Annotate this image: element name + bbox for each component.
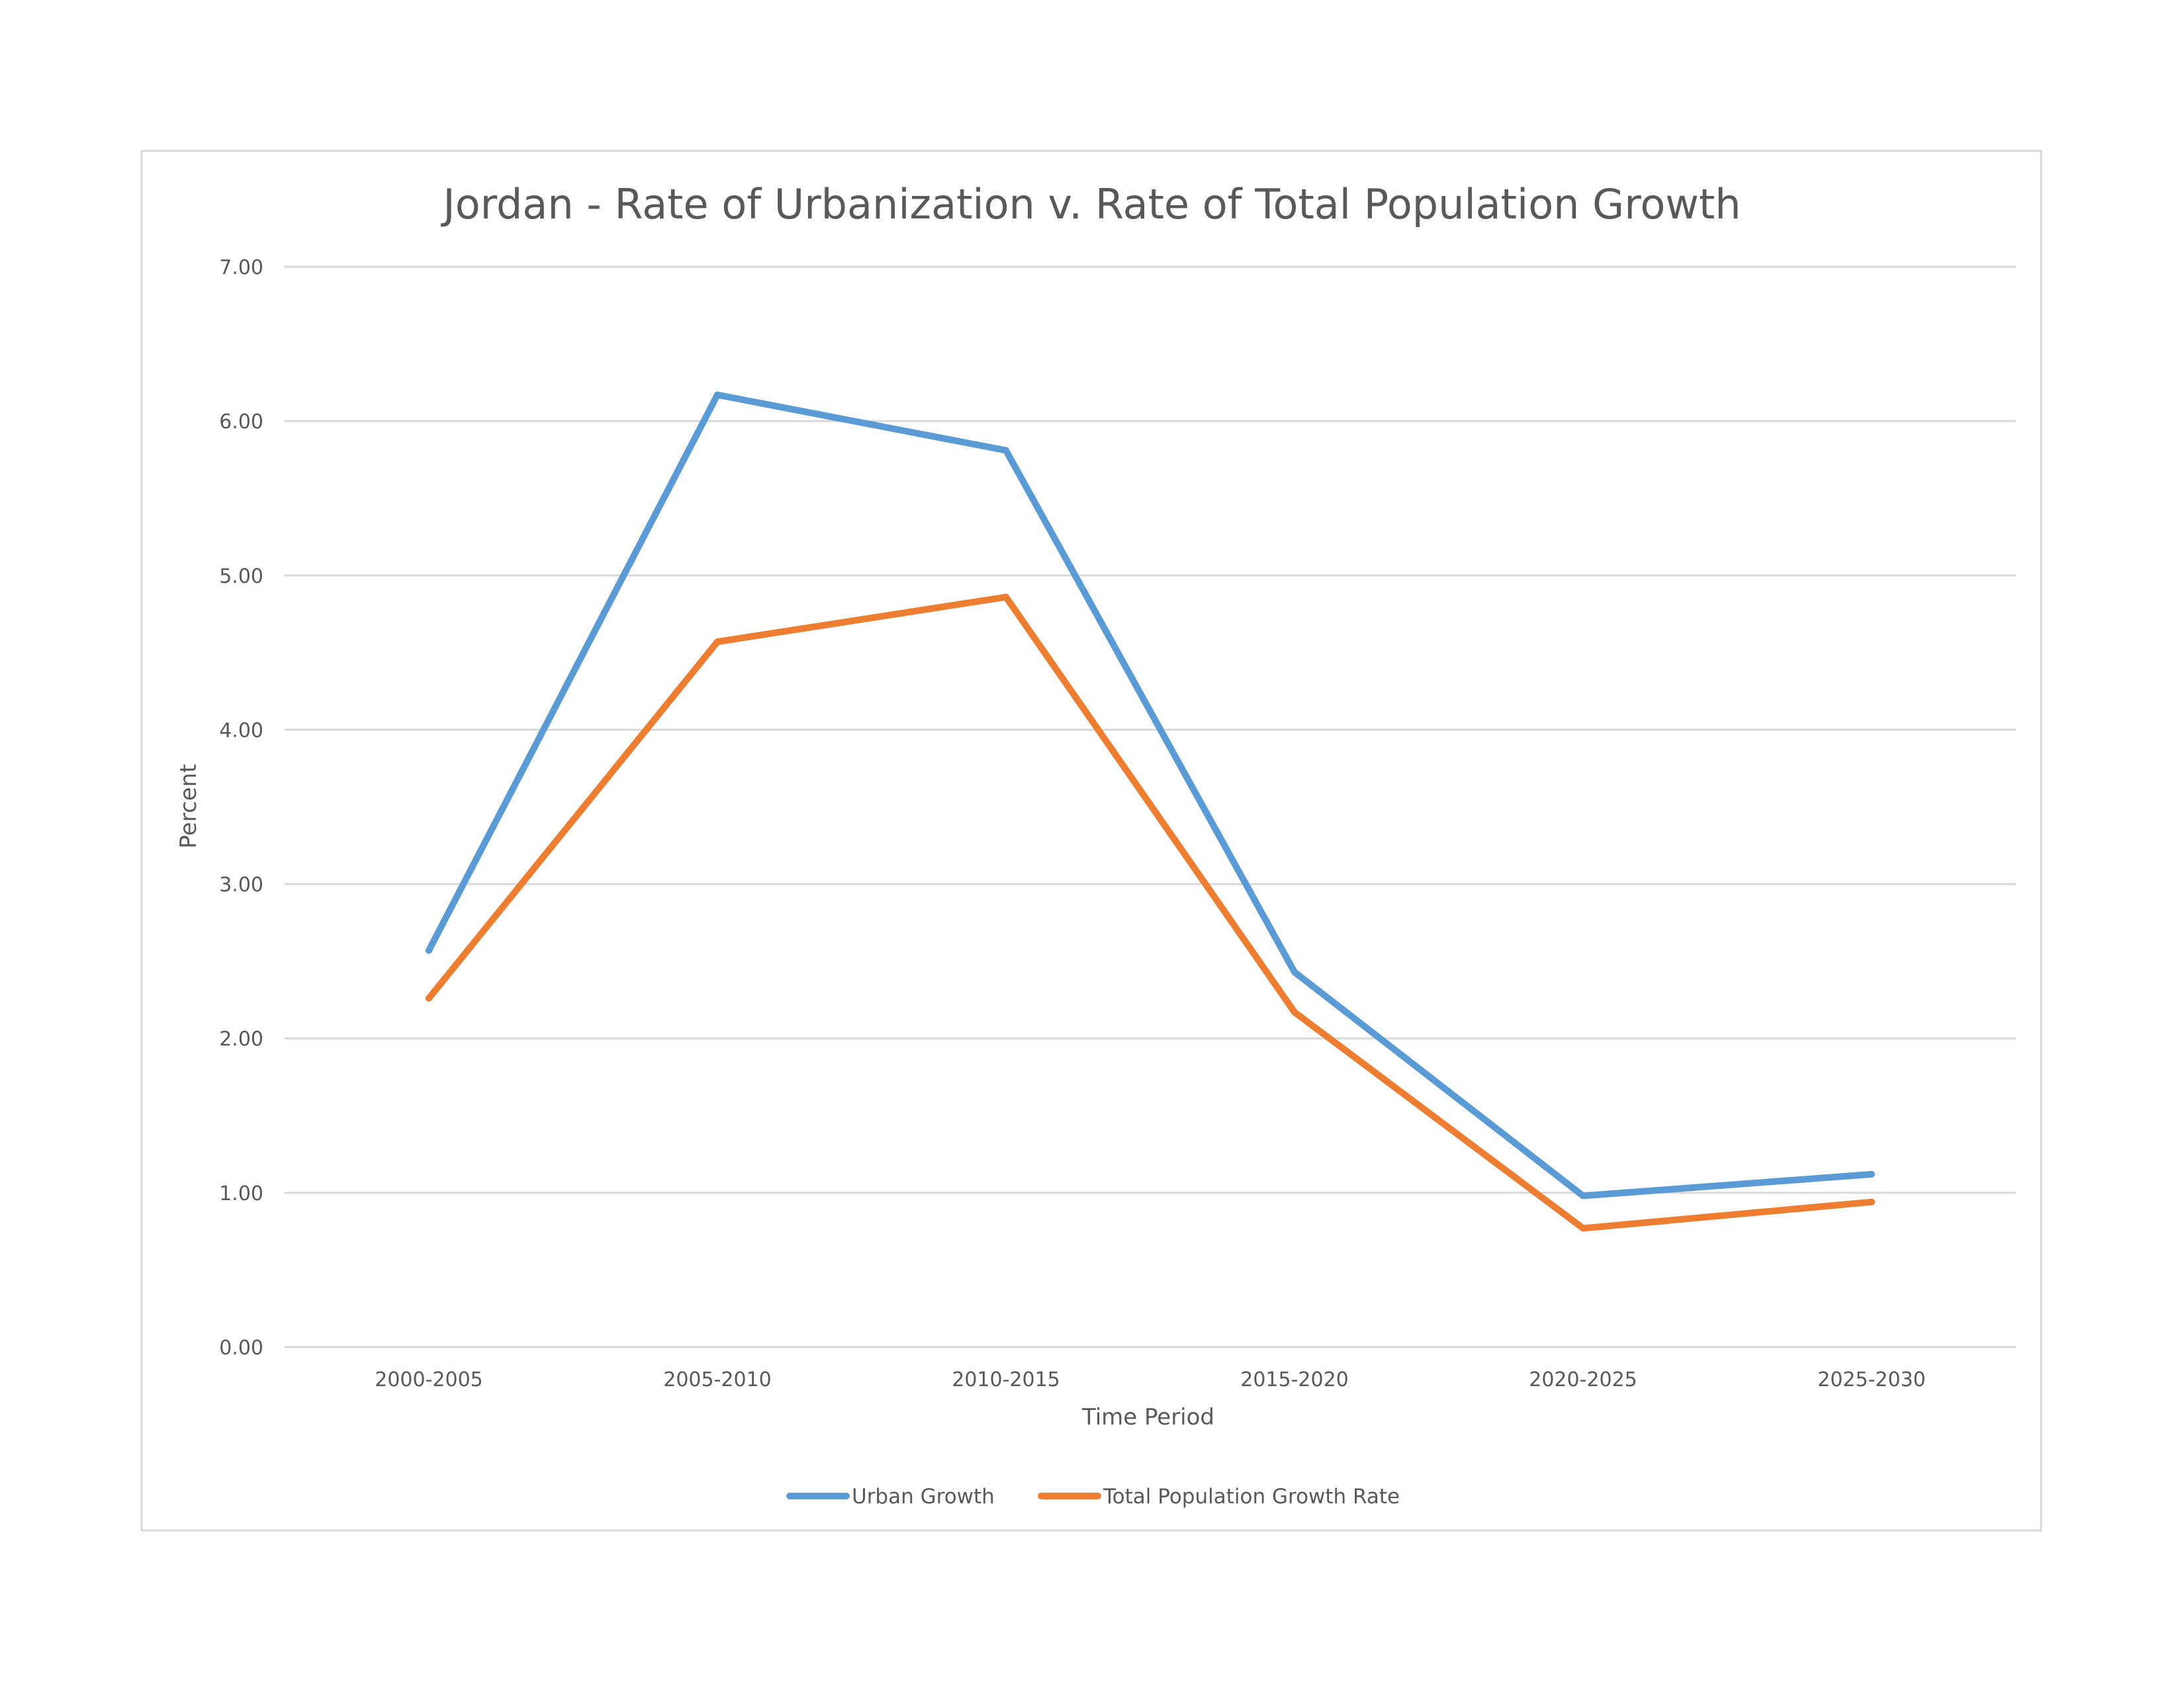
- x-tick-label: 2005-2010: [663, 1368, 772, 1391]
- chart-frame: [140, 150, 2042, 1532]
- legend-label-1: Total Population Growth Rate: [1103, 1485, 1400, 1509]
- x-tick-label: 2015-2020: [1240, 1368, 1349, 1391]
- data-point: [1580, 1192, 1586, 1199]
- y-axis-ticks: 0.00 1.00 2.00 3.00 4.00 5.00 6.00 7.00: [219, 256, 263, 1360]
- y-tick-label: 1.00: [219, 1182, 263, 1205]
- x-tick-label: 2025-2030: [1817, 1368, 1926, 1391]
- y-tick-label: 6.00: [219, 410, 263, 434]
- series-line-1: [426, 593, 1875, 1232]
- x-axis-ticks: 2000-2005 2005-2010 2010-2015 2015-2020 2020…: [375, 1368, 1926, 1391]
- data-point: [714, 638, 721, 645]
- data-point: [1291, 1009, 1298, 1016]
- gridlines: [285, 265, 2016, 1348]
- x-tick-label: 2010-2015: [952, 1368, 1060, 1391]
- legend-label-0: Urban Growth: [852, 1485, 995, 1509]
- y-tick-label: 0.00: [219, 1336, 263, 1360]
- legend: Urban Growth Total Population Growth Rate: [786, 1485, 1400, 1509]
- data-point: [714, 391, 721, 399]
- y-tick-label: 7.00: [219, 256, 263, 279]
- chart-title: Jordan - Rate of Urbanization v. Rate of…: [440, 180, 1741, 228]
- series-line-0: [426, 391, 1875, 1199]
- data-point: [1580, 1225, 1586, 1232]
- series-lines: [426, 391, 1875, 1232]
- y-tick-label: 4.00: [219, 719, 263, 742]
- data-point: [1868, 1198, 1875, 1205]
- data-point: [426, 947, 432, 954]
- data-point: [1003, 447, 1009, 454]
- data-point: [1003, 593, 1009, 600]
- y-tick-label: 5.00: [219, 565, 263, 588]
- data-point: [426, 995, 432, 1002]
- x-axis-label: Time Period: [1081, 1404, 1214, 1430]
- y-axis-label: Percent: [175, 764, 202, 849]
- y-tick-label: 3.00: [219, 874, 263, 897]
- data-point: [1868, 1170, 1875, 1178]
- y-tick-label: 2.00: [219, 1028, 263, 1051]
- x-tick-label: 2000-2005: [375, 1368, 483, 1391]
- x-tick-label: 2020-2025: [1529, 1368, 1637, 1391]
- data-point: [1291, 968, 1298, 976]
